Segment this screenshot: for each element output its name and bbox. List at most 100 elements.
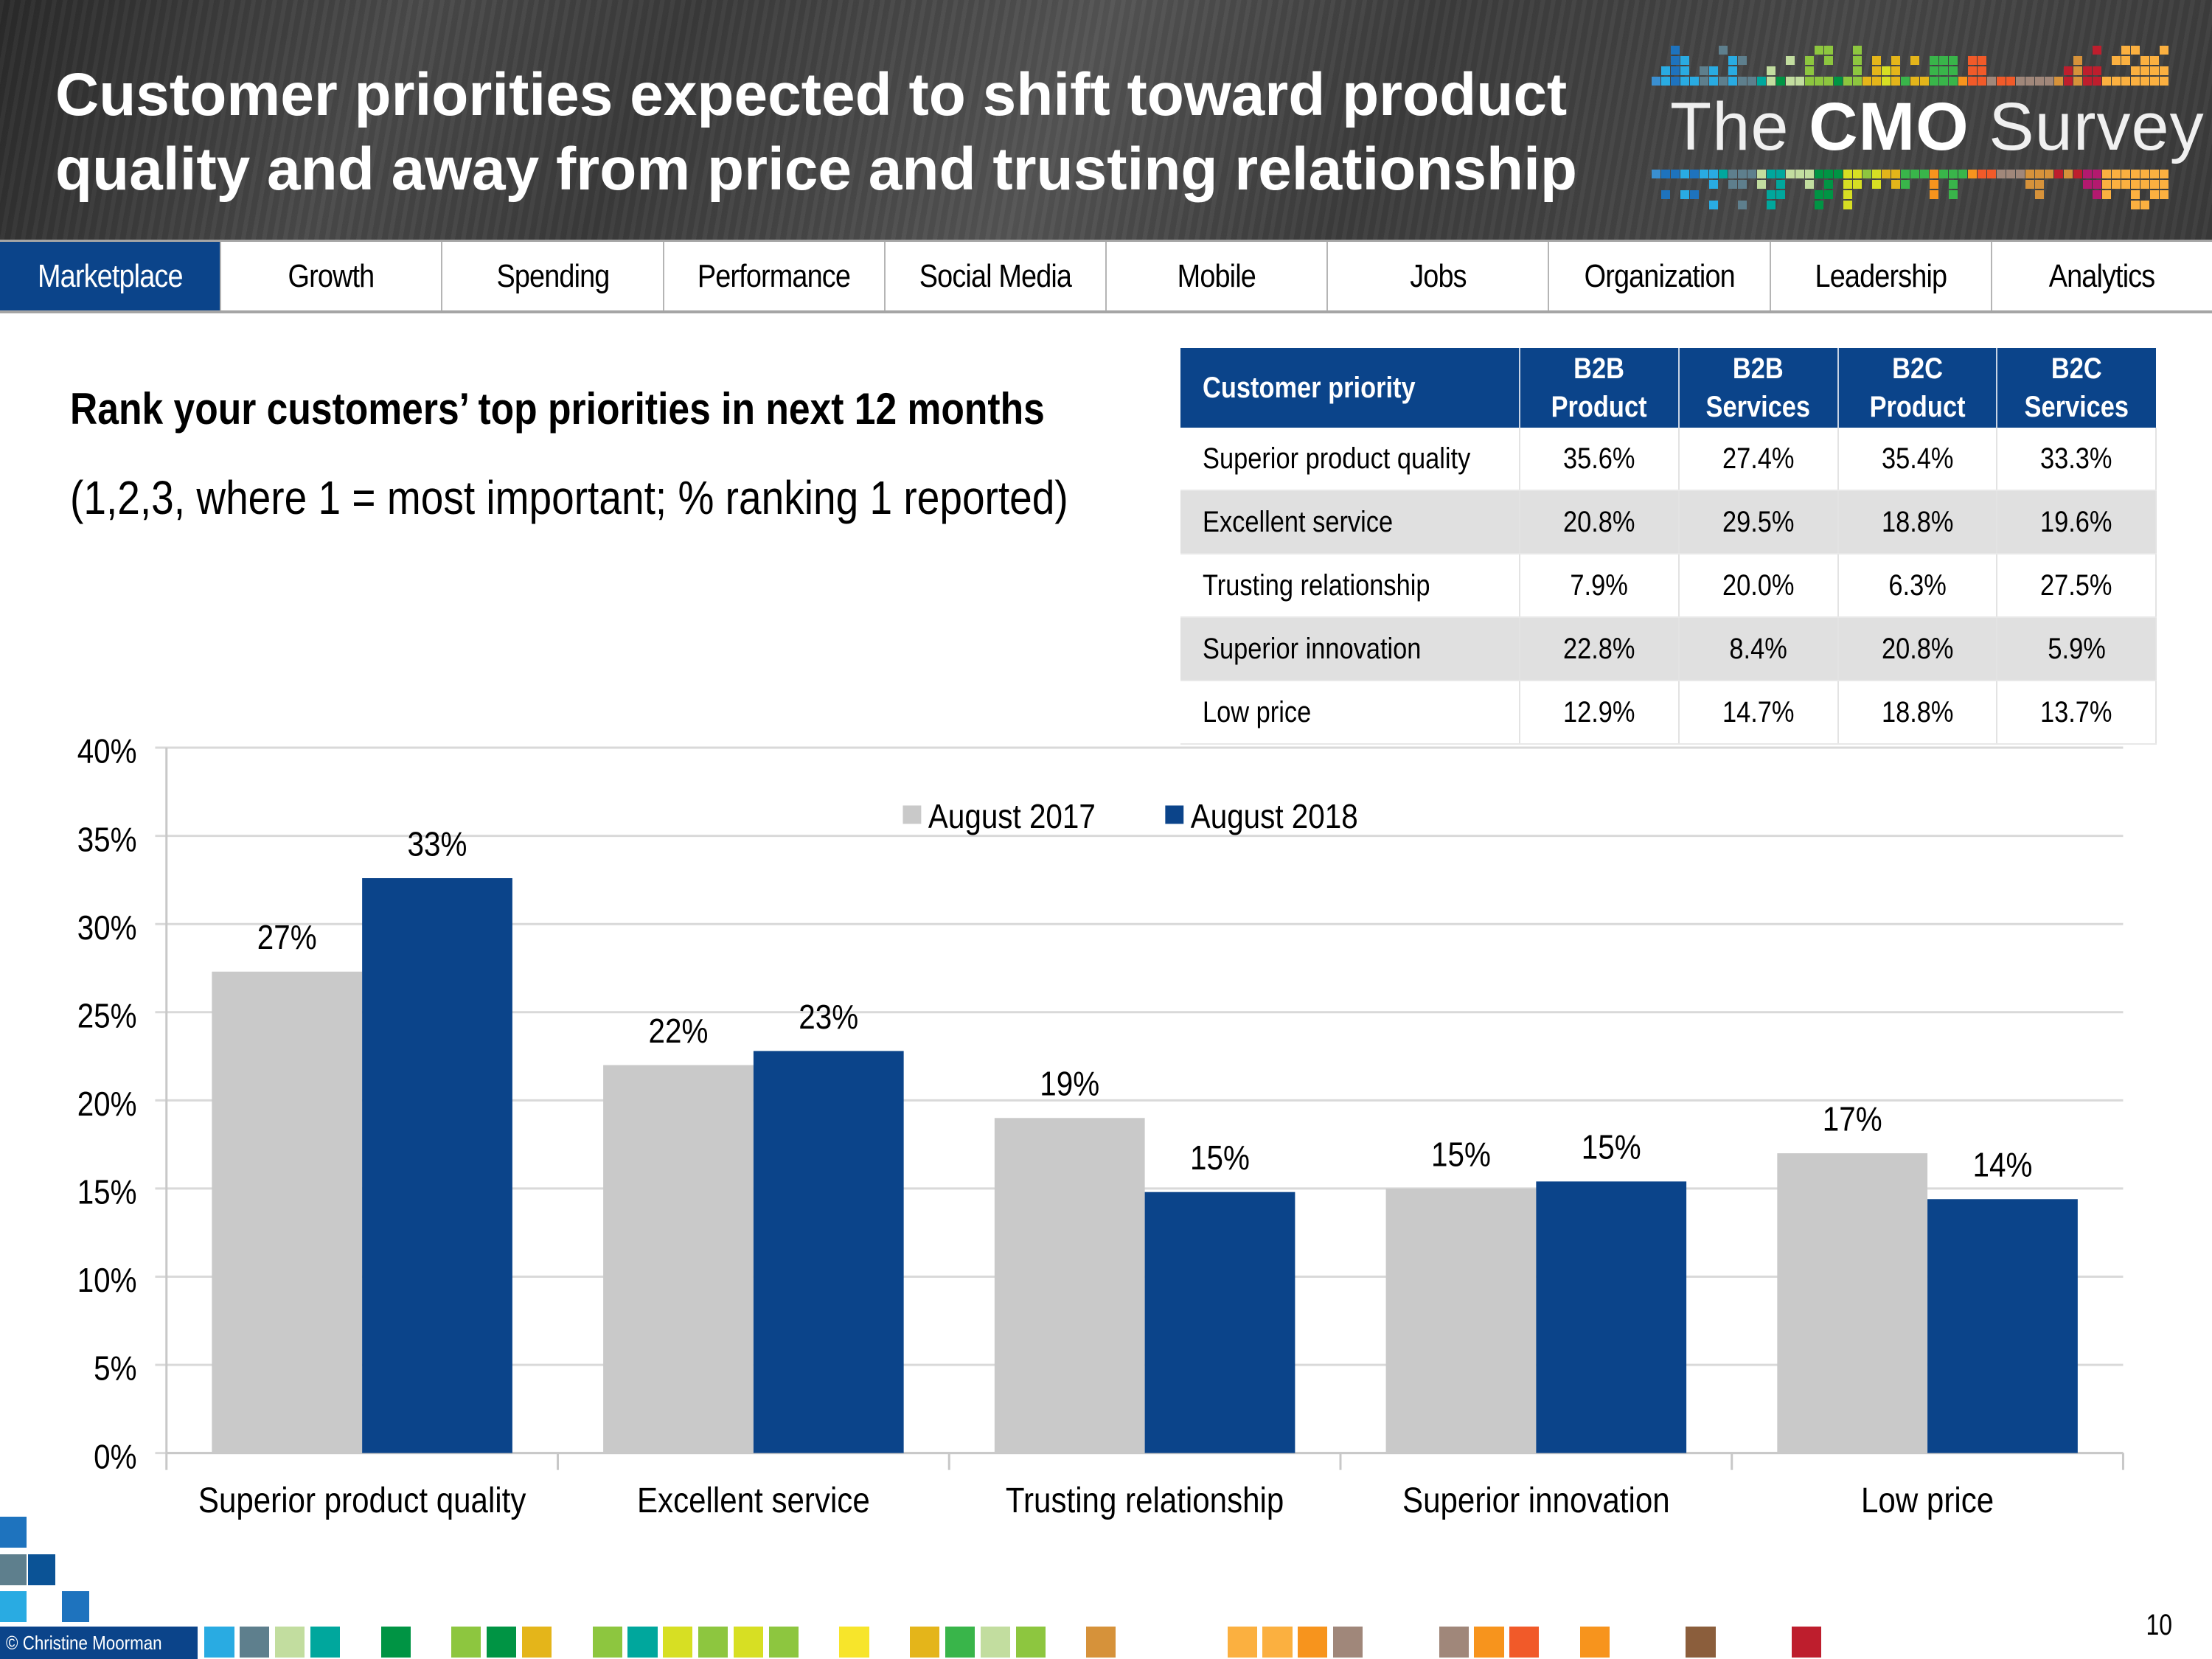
nav-tab-organization[interactable]: Organization [1549, 242, 1771, 310]
footer-square [980, 1626, 1010, 1658]
logo-pixel [1671, 77, 1680, 86]
logo-pixel [1815, 190, 1823, 199]
logo-pixel [1786, 170, 1795, 178]
logo-pixel [1901, 77, 1910, 86]
logo-text: The CMO Survey [1670, 88, 2205, 166]
logo-pixel [1863, 77, 1871, 86]
logo-pixel [1824, 46, 1833, 55]
nav-tab-leadership[interactable]: Leadership [1771, 242, 1992, 310]
table-cell: 8.4% [1678, 617, 1839, 681]
footer-square [0, 1516, 27, 1548]
row-label: Superior product quality [1180, 428, 1520, 491]
nav-tab-analytics[interactable]: Analytics [1992, 242, 2212, 310]
footer-square [768, 1626, 799, 1658]
nav-tab-growth[interactable]: Growth [221, 242, 443, 310]
data-label: 15% [1431, 1136, 1491, 1174]
table-cell: 27.4% [1678, 428, 1839, 491]
logo-pixel [1910, 77, 1919, 86]
cmo-survey-logo: The CMO Survey [1637, 15, 2204, 236]
logo-pixel [2140, 66, 2149, 75]
footer-square [839, 1626, 869, 1658]
logo-pixel [1815, 46, 1823, 55]
table-cell: 33.3% [1997, 428, 2157, 491]
logo-pixel [2121, 46, 2130, 55]
footer-square [1509, 1626, 1540, 1658]
logo-pixel [1872, 180, 1881, 189]
logo-pixel [2140, 56, 2149, 65]
nav-tab-marketplace[interactable]: Marketplace [0, 242, 222, 310]
logo-pixel [2025, 170, 2034, 178]
logo-pixel [2131, 190, 2140, 199]
logo-pixel [2160, 46, 2168, 55]
logo-pixel [1901, 180, 1910, 189]
logo-pixel [1671, 46, 1680, 55]
data-label: 15% [1190, 1140, 1250, 1178]
legend-label: August 2017 [928, 799, 1096, 836]
logo-pixel [1949, 66, 1958, 75]
logo-pixel [1834, 170, 1843, 178]
footer-square [1791, 1626, 1822, 1658]
logo-pixel [1939, 77, 1948, 86]
y-tick-label: 10% [77, 1262, 137, 1300]
logo-pixel [1786, 56, 1795, 65]
logo-pixel [2160, 190, 2168, 199]
footer-square [910, 1626, 940, 1658]
logo-pixel [1767, 201, 1775, 209]
logo-pixel [1728, 66, 1737, 75]
table-cell: 35.4% [1837, 428, 1998, 491]
logo-pixel [1910, 170, 1919, 178]
logo-prefix: The [1670, 89, 1790, 164]
footer-square [521, 1626, 552, 1658]
logo-pixel [2140, 77, 2149, 86]
logo-pixel [1987, 170, 1996, 178]
logo-pixel [2073, 170, 2082, 178]
logo-pixel [2093, 190, 2101, 199]
copyright-badge: © Christine Moorman [0, 1627, 198, 1659]
logo-pixel [1661, 190, 1670, 199]
nav-tab-performance[interactable]: Performance [664, 242, 886, 310]
table-cell: 6.3% [1837, 554, 1998, 618]
footer-square [1015, 1626, 1046, 1658]
table-cell: 20.0% [1678, 554, 1839, 618]
nav-tab-jobs[interactable]: Jobs [1328, 242, 1550, 310]
logo-pixel [1930, 180, 1938, 189]
logo-pixel [2160, 66, 2168, 75]
logo-pixel [1652, 77, 1660, 86]
logo-pixel [1891, 170, 1900, 178]
data-label: 15% [1582, 1129, 1641, 1166]
logo-pixel [1757, 77, 1766, 86]
logo-pixel [2073, 66, 2082, 75]
logo-pixel [1738, 170, 1747, 178]
table-cell: 27.5% [1997, 554, 2157, 618]
logo-pixel [1786, 77, 1795, 86]
table-cell: 35.6% [1520, 428, 1680, 491]
nav-tab-label: Marketplace [37, 257, 184, 294]
logo-pixel [2131, 180, 2140, 189]
logo-pixel [1891, 66, 1900, 75]
footer-square [1474, 1626, 1504, 1658]
logo-pixel [1978, 56, 1986, 65]
nav-tab-spending[interactable]: Spending [442, 242, 664, 310]
logo-pixel [1690, 77, 1699, 86]
logo-pixel [1700, 170, 1708, 178]
bar-2018 [362, 878, 512, 1453]
x-category-label: Superior product quality [198, 1480, 526, 1520]
logo-pixel [1767, 190, 1775, 199]
logo-pixel [1939, 56, 1948, 65]
nav-tab-social-media[interactable]: Social Media [886, 242, 1107, 310]
logo-pixel [1843, 180, 1852, 189]
question-title: Rank your customers’ top priorities in n… [70, 384, 1045, 434]
column-header-priority: Customer priority [1180, 348, 1520, 428]
logo-pixel [1853, 56, 1862, 65]
data-label: 14% [1973, 1147, 2033, 1184]
table-header-row: Customer priority B2B Product B2B Services… [1180, 348, 2156, 428]
logo-pixel [2093, 66, 2101, 75]
nav-tab-mobile[interactable]: Mobile [1107, 242, 1329, 310]
column-header-b2b-services: B2B Services [1678, 348, 1839, 428]
logo-pixel [2093, 46, 2101, 55]
logo-pixel [2160, 170, 2168, 178]
logo-pixel [1824, 180, 1833, 189]
logo-pixel [2025, 180, 2034, 189]
bar-2018 [1536, 1181, 1687, 1453]
logo-pixel [1834, 77, 1843, 86]
